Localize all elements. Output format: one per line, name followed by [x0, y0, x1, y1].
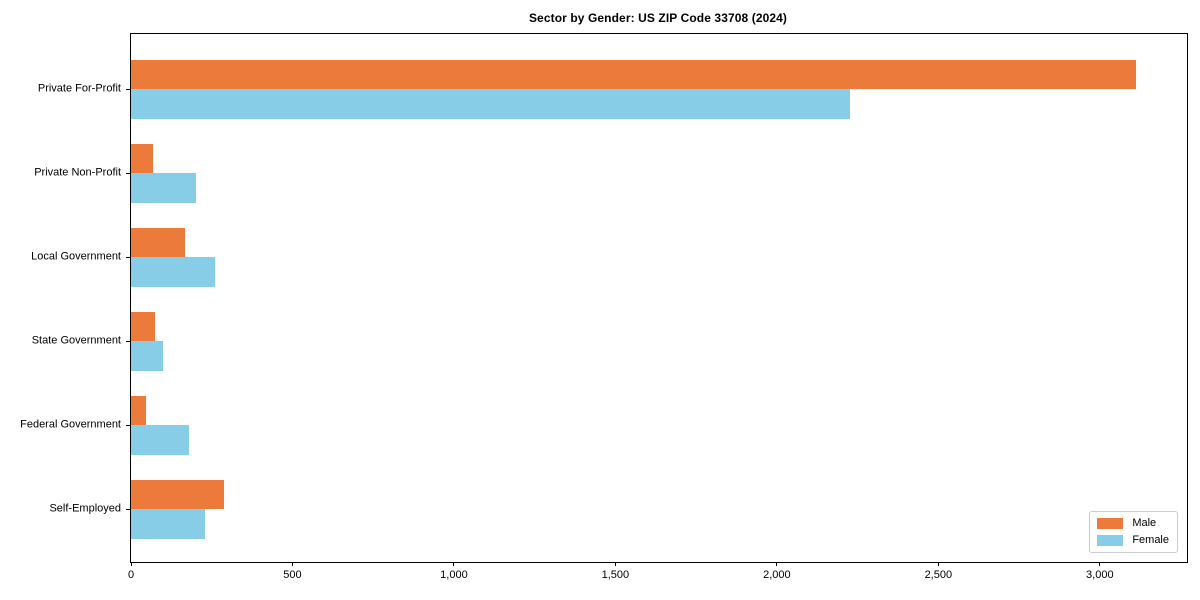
xtick-mark — [776, 562, 778, 566]
ytick-label: Self-Employed — [49, 502, 121, 515]
ytick-label: Local Government — [31, 250, 121, 263]
bar-male-3 — [131, 227, 185, 257]
bar-female-1 — [131, 89, 850, 119]
ytick-label: Private For-Profit — [37, 82, 121, 95]
bar-male-5 — [131, 395, 146, 425]
bar-female-2 — [131, 173, 196, 203]
xtick-mark — [130, 562, 132, 566]
legend-swatch-female — [1097, 535, 1124, 546]
xtick-label: 0 — [127, 569, 135, 581]
bar-male-4 — [131, 311, 156, 341]
ytick-mark — [126, 508, 130, 510]
ytick-mark — [126, 256, 130, 258]
ytick-label: State Government — [31, 334, 121, 347]
bar-female-6 — [131, 509, 205, 539]
legend-label: Male — [1132, 517, 1157, 529]
xtick-label: 1,500 — [601, 569, 630, 581]
ytick-label: Private Non-Profit — [34, 166, 121, 179]
ytick-mark — [126, 340, 130, 342]
xtick-mark — [1099, 562, 1101, 566]
xtick-mark — [614, 562, 616, 566]
ytick-label: Federal Government — [20, 418, 121, 431]
bar-female-5 — [131, 425, 189, 455]
bar-male-2 — [131, 143, 153, 173]
plot-area: Private For-Profit Private Non-Profit Loca… — [20, 33, 1188, 581]
ytick-mark — [126, 424, 130, 426]
legend-swatch-male — [1097, 518, 1124, 529]
xtick-label: 500 — [283, 569, 302, 581]
xtick-mark — [453, 562, 455, 566]
chart-title: Sector by Gender: US ZIP Code 33708 (202… — [528, 11, 788, 25]
legend: Male Female — [1089, 511, 1178, 553]
xtick-label: 2,000 — [763, 569, 791, 581]
bar-female-4 — [131, 341, 164, 371]
xtick-mark — [291, 562, 293, 566]
bar-female-3 — [131, 257, 215, 287]
ytick-mark — [126, 172, 130, 174]
ytick-mark — [126, 88, 130, 90]
legend-row-female: Female — [1097, 535, 1169, 546]
bar-male-6 — [131, 479, 224, 509]
bar-male-1 — [131, 59, 1137, 89]
xtick-label: 3,000 — [1086, 569, 1114, 581]
legend-row-male: Male — [1097, 518, 1169, 529]
legend-label: Female — [1132, 534, 1169, 546]
xtick-label: 2,500 — [924, 569, 953, 581]
xtick-mark — [937, 562, 939, 566]
xtick-label: 1,000 — [440, 569, 468, 581]
